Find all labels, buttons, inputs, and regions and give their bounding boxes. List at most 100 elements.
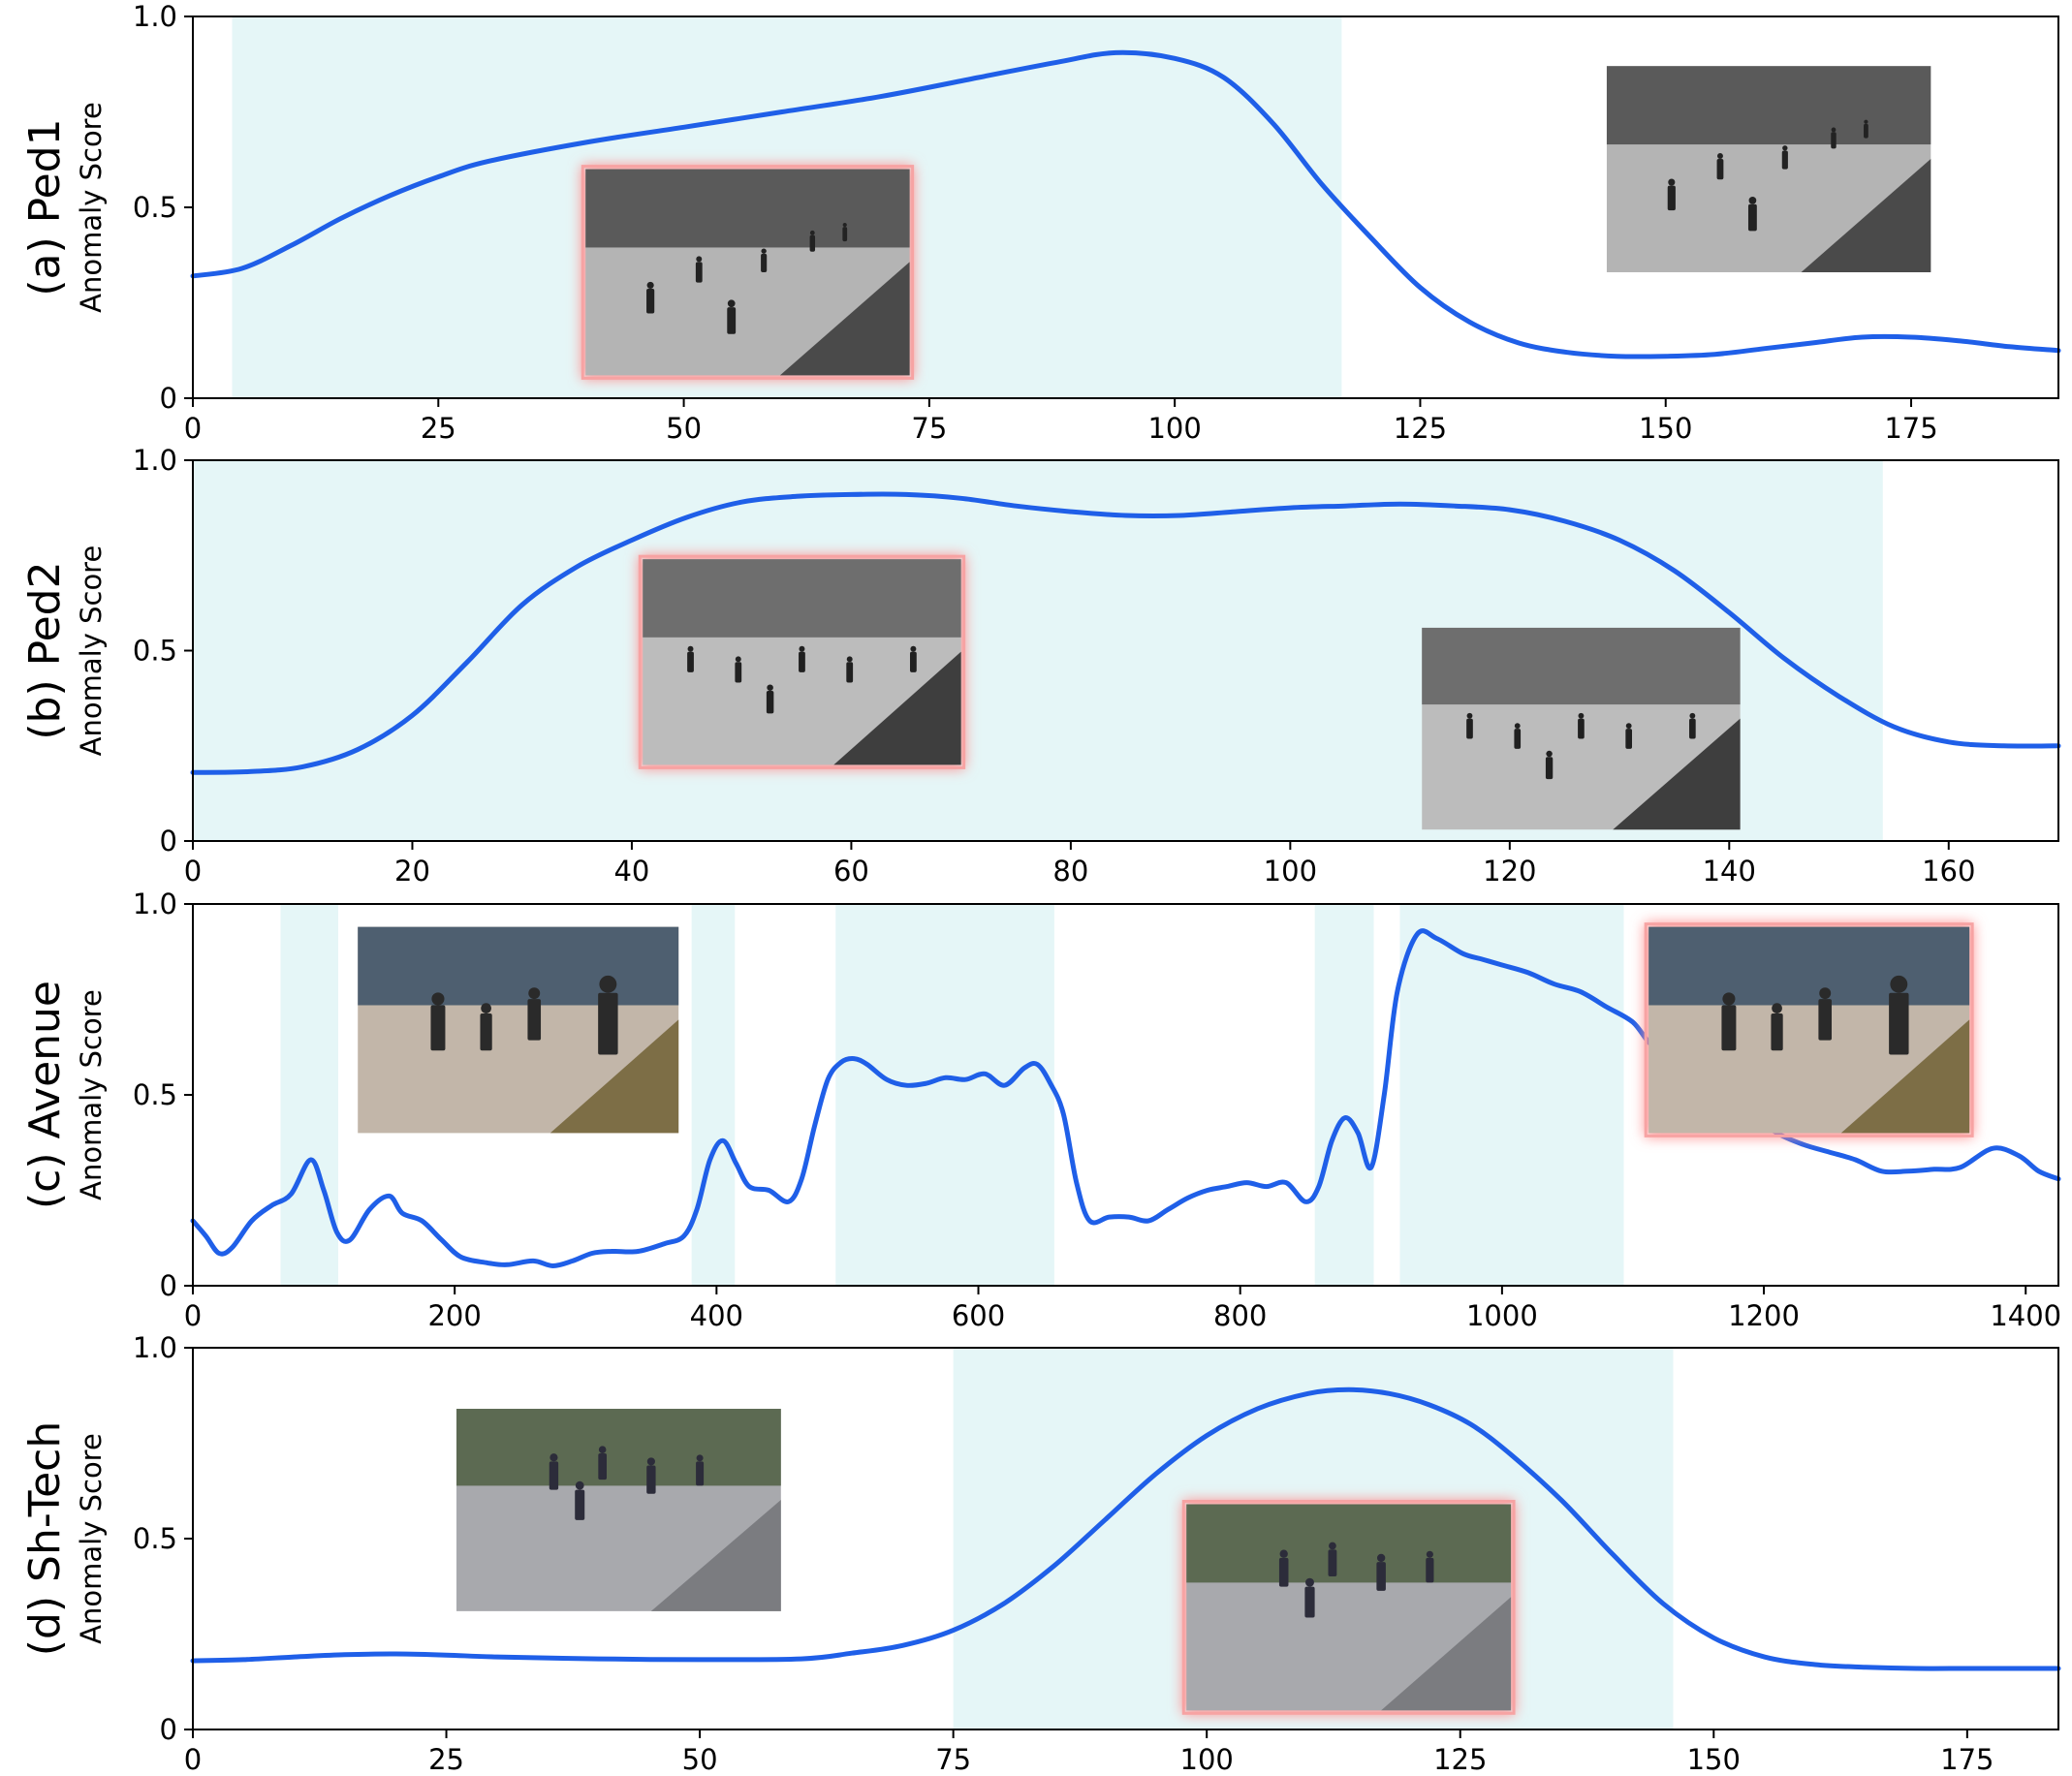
frame-pedestrian-head [549, 1453, 558, 1462]
frame-pedestrian-head [799, 645, 805, 652]
frame-pedestrian-head [1772, 1003, 1782, 1013]
x-tick-label: 25 [428, 1743, 464, 1776]
anomaly-range-shade [280, 904, 338, 1286]
frame-pedestrian [799, 651, 805, 672]
frame-pedestrian-head [1890, 975, 1908, 993]
frame-pedestrian-head [1279, 1549, 1288, 1558]
frame-grass [1381, 1597, 1512, 1711]
frame-pedestrian-head [1782, 145, 1788, 151]
normal-frame-thumbnail [1606, 66, 1931, 272]
frame-pedestrian-head [910, 645, 917, 652]
frame-pedestrian-head [1329, 1542, 1336, 1550]
frame-pedestrian-head [696, 256, 703, 263]
y-tick-label: 0 [160, 825, 177, 857]
frame-background [643, 559, 961, 638]
anomaly-score-line [190, 491, 2061, 775]
frame-grass [549, 1019, 679, 1134]
x-tick-label: 125 [1433, 1743, 1487, 1776]
frame-pedestrian-head [696, 1454, 704, 1462]
x-tick-label: 0 [184, 1299, 202, 1332]
normal-frame-thumbnail [456, 1409, 781, 1611]
x-tick-label: 20 [394, 855, 430, 888]
anomalous-frame-thumbnail [581, 165, 915, 380]
frame-pedestrian [1747, 203, 1757, 232]
frame-pedestrian-head [1578, 712, 1585, 719]
frame-pedestrian-head [1376, 1553, 1386, 1563]
x-tick-label: 50 [682, 1743, 718, 1776]
frame-pedestrian [1625, 729, 1633, 749]
y-axis-label: Anomaly Score [75, 545, 108, 757]
frame-pedestrian [598, 992, 618, 1055]
frame-pedestrian [735, 662, 742, 683]
chart-panel: 0 25 50 75 100 125 150 175 0 0.5 1.0 Anomaly Score(… [20, 1331, 2061, 1776]
chart-panel: 0 200 400 600 800 1000 1200 1400 0 0.5 1.0 Anomaly … [20, 888, 2061, 1332]
x-tick-label: 800 [1213, 1299, 1267, 1332]
frame-pedestrian [1667, 185, 1676, 211]
x-tick-label: 0 [184, 855, 202, 888]
x-tick-label: 120 [1483, 855, 1536, 888]
normal-frame-thumbnail [1422, 627, 1741, 830]
frame-background [358, 926, 679, 1006]
frame-background [456, 1409, 781, 1486]
x-tick-label: 175 [1884, 412, 1937, 445]
frame-pedestrian-head [1748, 197, 1757, 204]
frame-pedestrian [1304, 1586, 1315, 1618]
chart-panel: 0 25 50 75 100 125 150 175 0 0.5 1.0 Anomaly Score(… [20, 0, 2061, 445]
frame-background [1186, 1504, 1512, 1583]
anomaly-score-line [190, 49, 2061, 359]
x-tick-label: 150 [1639, 412, 1692, 445]
frame-pedestrian [549, 1461, 559, 1490]
frame-pedestrian [1376, 1562, 1386, 1591]
frame-pedestrian-head [1305, 1577, 1314, 1587]
x-tick-label: 80 [1052, 855, 1088, 888]
normal-frame-thumbnail [358, 926, 679, 1134]
frame-pedestrian-head [481, 1003, 491, 1013]
frame-grass [650, 1500, 781, 1611]
frame-pedestrian [1328, 1549, 1337, 1577]
frame-pedestrian [1545, 757, 1554, 780]
frame-pedestrian [1781, 150, 1788, 170]
anomaly-range-shade [691, 904, 736, 1286]
frame-pedestrian [846, 662, 854, 683]
x-tick-label: 100 [1264, 855, 1317, 888]
y-tick-label: 1.0 [133, 888, 177, 920]
frame-pedestrian-head [1466, 712, 1473, 719]
frame-pedestrian-head [1668, 178, 1676, 186]
frame-pedestrian-head [431, 992, 445, 1006]
frame-pedestrian-head [575, 1480, 584, 1490]
frame-pedestrian-head [735, 656, 741, 663]
frame-pedestrian [687, 651, 694, 672]
x-tick-label: 0 [184, 1743, 202, 1776]
frame-pedestrian-head [846, 656, 853, 663]
x-tick-label: 1000 [1466, 1299, 1538, 1332]
x-tick-label: 60 [833, 855, 869, 888]
anomalous-frame-thumbnail [1644, 922, 1974, 1137]
panel-label: (b) Ped2 [20, 561, 70, 739]
frame-pedestrian-head [761, 248, 767, 254]
y-tick-label: 0 [160, 1713, 177, 1746]
x-tick-label: 100 [1180, 1743, 1234, 1776]
frame-pedestrian [1278, 1557, 1289, 1587]
y-tick-label: 0 [160, 1269, 177, 1302]
frame-pedestrian [527, 999, 542, 1041]
anomaly-highlight-border [1181, 1500, 1516, 1715]
x-tick-label: 25 [421, 412, 456, 445]
anomaly-highlight-border [581, 165, 915, 380]
frame-background [1606, 66, 1931, 145]
frame-pedestrian-head [528, 987, 541, 1000]
frame-pedestrian-head [809, 230, 815, 235]
frame-pedestrian-head [646, 1457, 655, 1466]
frame-background [1648, 926, 1970, 1006]
x-tick-label: 400 [690, 1299, 743, 1332]
frame-pedestrian-head [1831, 127, 1837, 133]
x-tick-label: 600 [952, 1299, 1005, 1332]
y-tick-label: 0.5 [133, 1078, 177, 1111]
frame-pedestrian [430, 1005, 446, 1051]
frame-pedestrian-head [598, 1446, 607, 1453]
frame-grass [1840, 1019, 1970, 1134]
frame-grass [1613, 718, 1741, 830]
frame-pedestrian [1466, 718, 1473, 739]
frame-pedestrian [695, 262, 703, 283]
x-tick-label: 0 [184, 412, 202, 445]
